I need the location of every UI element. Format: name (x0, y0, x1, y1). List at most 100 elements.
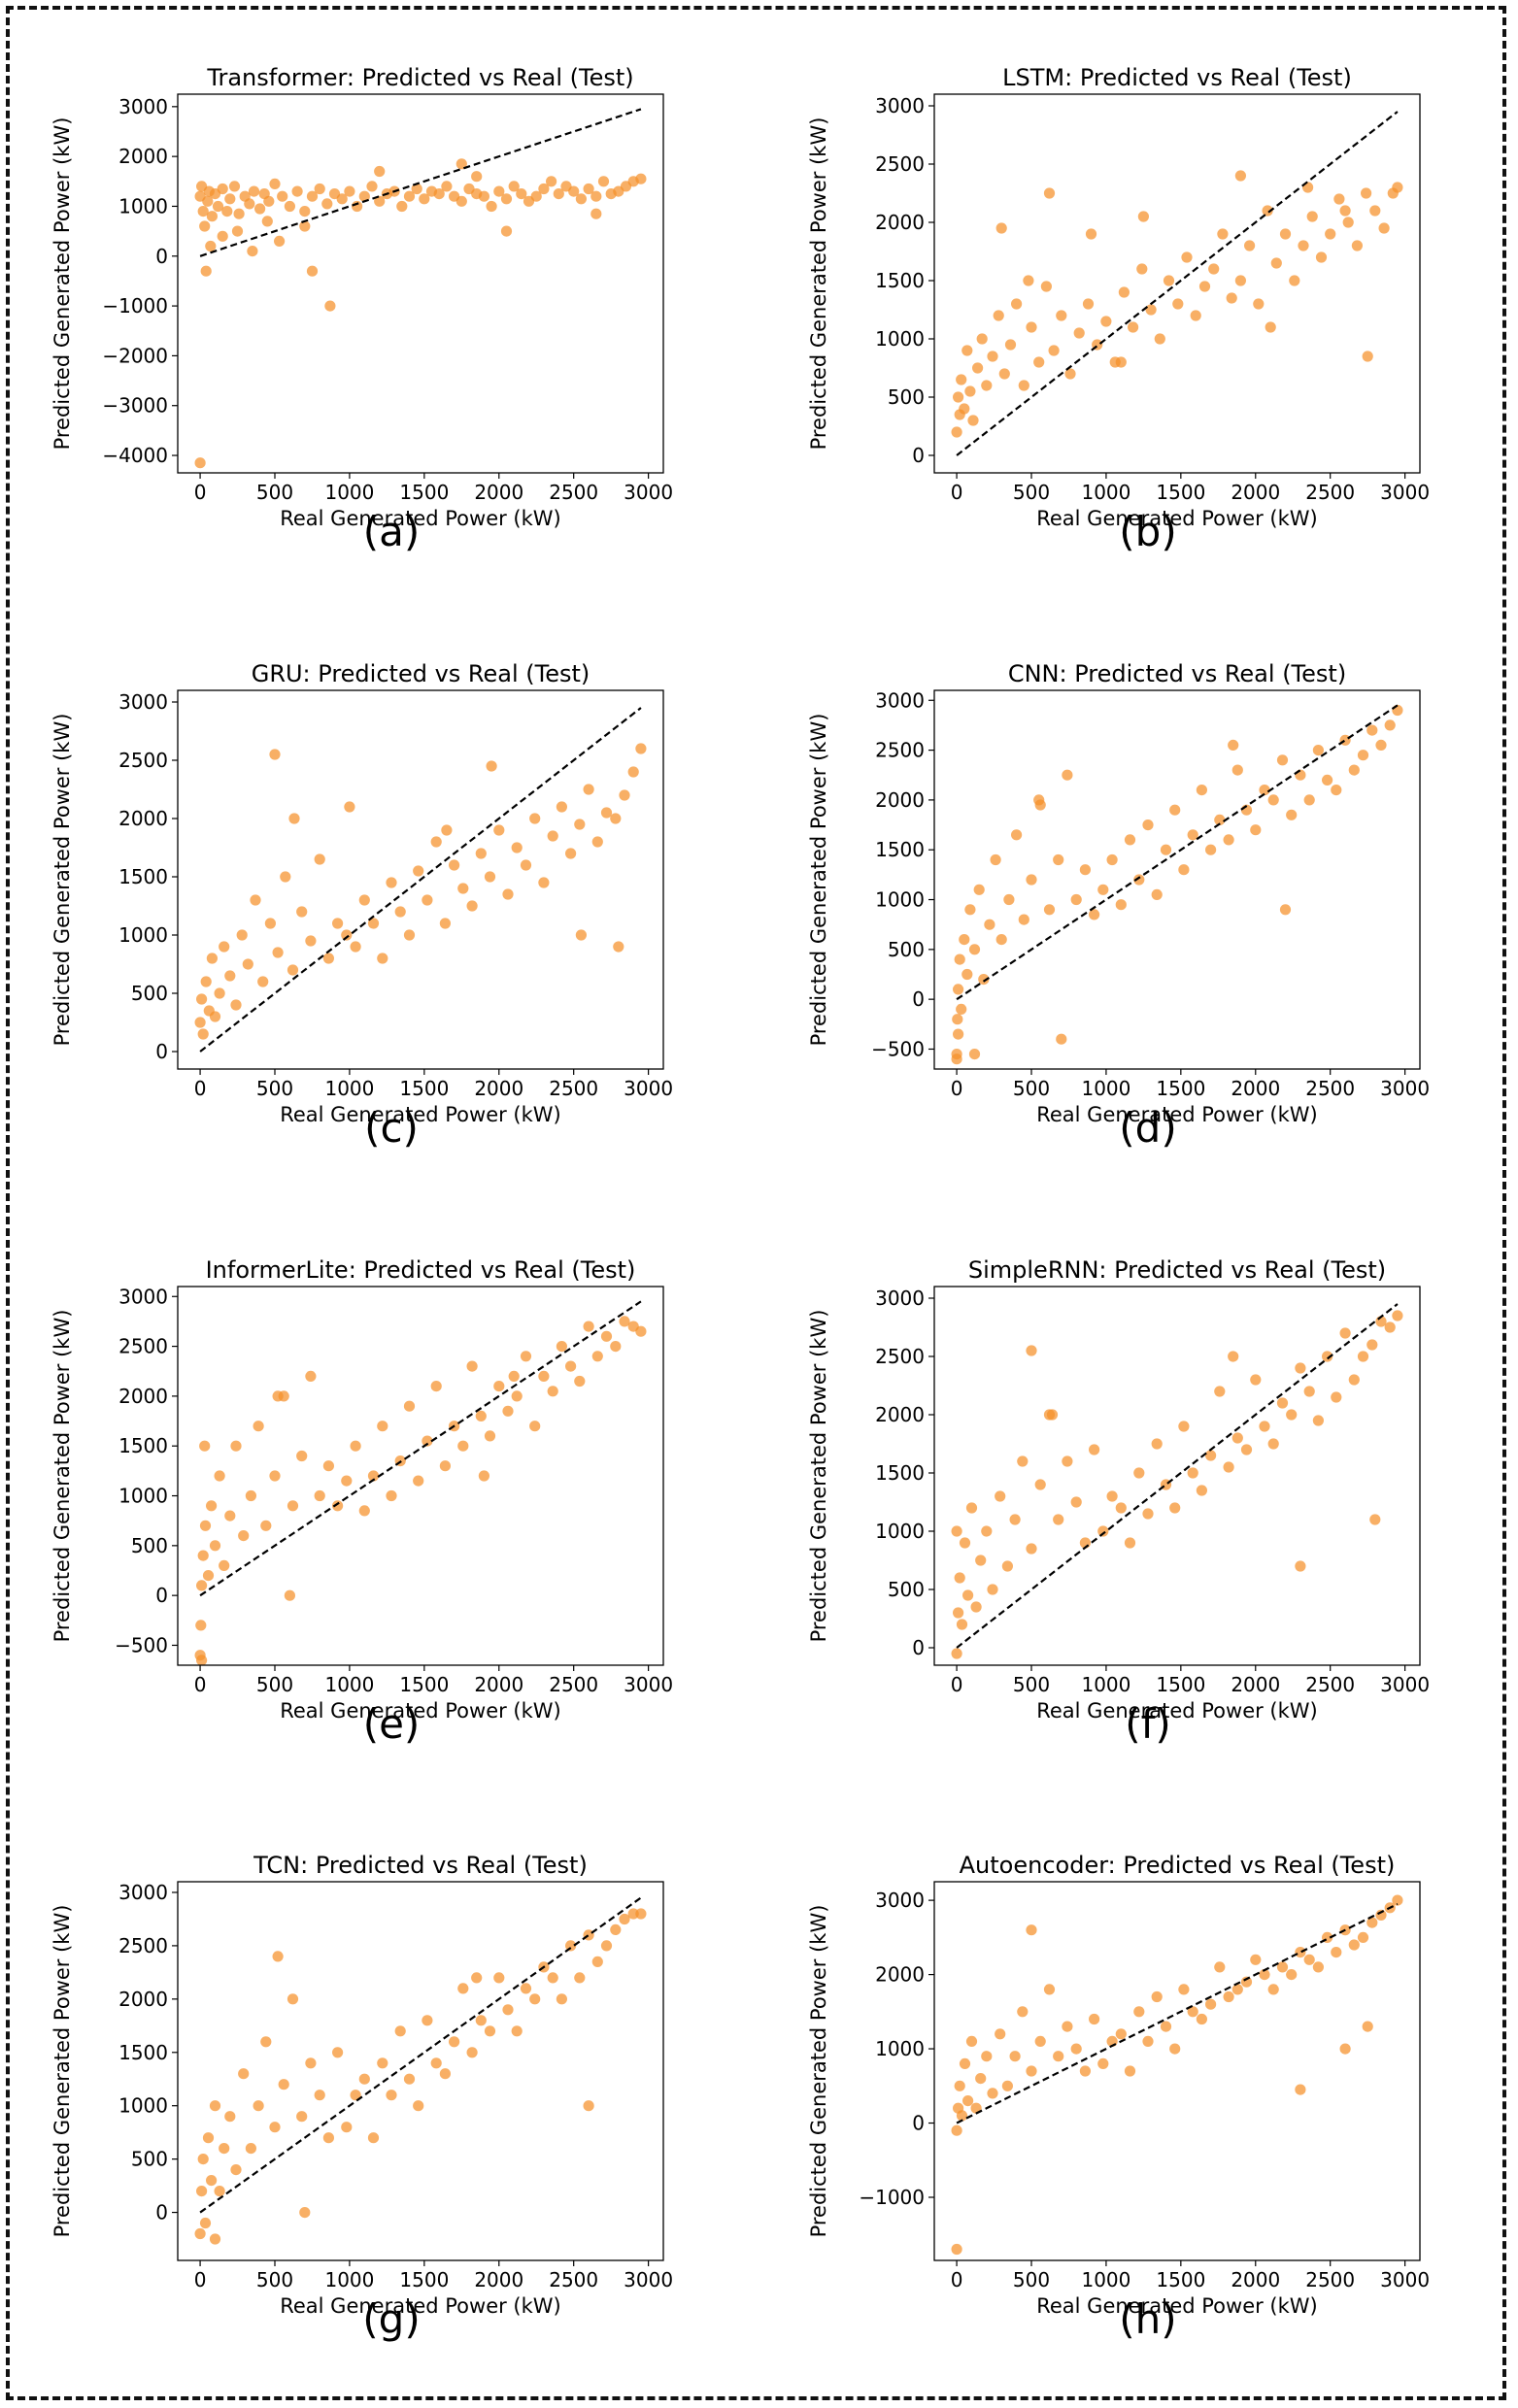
data-point (238, 1530, 250, 1542)
data-point (1357, 1351, 1369, 1362)
data-point (954, 953, 965, 965)
data-point (284, 200, 295, 213)
x-tick-label: 3000 (1380, 1077, 1430, 1100)
data-point (1228, 1351, 1239, 1362)
data-point (263, 195, 275, 207)
data-point (305, 935, 317, 947)
y-axis-label: Predicted Generated Power (kW) (807, 117, 830, 451)
data-point (1286, 809, 1298, 820)
axes-frame (177, 689, 664, 1070)
data-point (995, 1490, 1006, 1502)
data-point (987, 351, 998, 362)
y-tick-label: 2000 (118, 145, 168, 168)
data-point (287, 1993, 299, 2005)
data-point (299, 206, 311, 217)
data-point (455, 195, 467, 207)
scatter-points (951, 170, 1403, 438)
data-point (1357, 1931, 1369, 1943)
data-point (987, 1584, 998, 1595)
x-tick-label: 3000 (624, 2268, 673, 2291)
figure-border (6, 6, 1506, 2400)
y-tick-label: 1500 (118, 2041, 168, 2064)
data-point (953, 984, 964, 995)
data-point (299, 2207, 311, 2219)
data-point (1187, 2006, 1198, 2018)
y-tick-label: 1000 (118, 1485, 168, 1508)
data-point (1392, 1894, 1403, 1906)
data-point (600, 807, 613, 819)
data-point (1250, 1954, 1262, 1965)
data-point (968, 1049, 981, 1060)
data-point (1205, 1998, 1217, 2010)
axes-frame (933, 93, 1421, 474)
data-point (478, 190, 489, 202)
y-tick-label: 1000 (875, 888, 925, 912)
y-tick-label: −500 (115, 1633, 168, 1656)
data-point (214, 2186, 225, 2197)
data-point (987, 2088, 998, 2099)
data-point (305, 2057, 317, 2069)
data-point (344, 185, 355, 197)
axes-frame (933, 1881, 1421, 2261)
data-point (951, 1054, 962, 1065)
data-point (1298, 240, 1309, 251)
data-point (981, 1525, 993, 1537)
data-point (529, 1421, 541, 1432)
data-point (1004, 339, 1017, 351)
data-point (1331, 1947, 1342, 1958)
x-axis-label: Real Generated Power (kW) (1036, 2294, 1318, 2318)
data-point (367, 2132, 380, 2144)
data-point (422, 894, 433, 906)
data-point (1136, 263, 1148, 275)
data-point (484, 871, 496, 883)
chart-title: GRU: Predicted vs Real (Test) (252, 660, 590, 687)
x-tick-label: 1500 (1156, 1673, 1205, 1696)
data-point (457, 1983, 469, 1994)
x-tick-label: 1000 (1081, 1673, 1130, 1696)
y-tick-label: 3000 (875, 1287, 925, 1310)
x-tick-label: 3000 (1380, 2268, 1430, 2291)
x-tick-label: 1500 (1156, 481, 1205, 504)
chart-title: SimpleRNN: Predicted vs Real (Test) (968, 1256, 1386, 1284)
data-point (471, 1972, 483, 1984)
data-point (200, 265, 212, 277)
x-tick-label: 1500 (399, 481, 449, 504)
x-tick-label: 0 (951, 481, 963, 504)
data-point (322, 2132, 334, 2144)
y-tick-label: 0 (912, 1636, 925, 1659)
data-point (219, 1559, 230, 1571)
data-point (1151, 888, 1163, 901)
data-point (430, 836, 442, 848)
data-point (954, 2080, 965, 2091)
data-point (597, 176, 610, 187)
data-point (1196, 2013, 1207, 2025)
x-tick-label: 2000 (474, 1673, 523, 1696)
data-point (1378, 222, 1390, 234)
data-point (296, 2111, 308, 2123)
data-point (1270, 257, 1282, 269)
data-point (574, 1375, 586, 1388)
data-point (1026, 1924, 1037, 1936)
data-point (1339, 1327, 1351, 1339)
data-point (574, 1972, 586, 1984)
data-point (1009, 1514, 1021, 1525)
data-point (231, 225, 244, 237)
data-point (1331, 1391, 1342, 1403)
x-tick-label: 500 (256, 1077, 293, 1100)
data-point (1064, 368, 1076, 380)
data-point (968, 944, 981, 955)
data-point (350, 2090, 361, 2101)
data-point (964, 385, 976, 397)
data-point (565, 1360, 577, 1372)
y-tick-label: 1500 (875, 1461, 925, 1485)
data-point (520, 1351, 532, 1362)
data-point (1369, 205, 1381, 217)
data-point (433, 188, 445, 200)
data-point (306, 190, 319, 202)
y-tick-label: 1500 (875, 838, 925, 861)
data-point (350, 1440, 361, 1452)
data-point (635, 1325, 647, 1337)
data-point (1017, 1455, 1029, 1467)
data-point (1053, 853, 1064, 866)
data-point (439, 2068, 451, 2080)
